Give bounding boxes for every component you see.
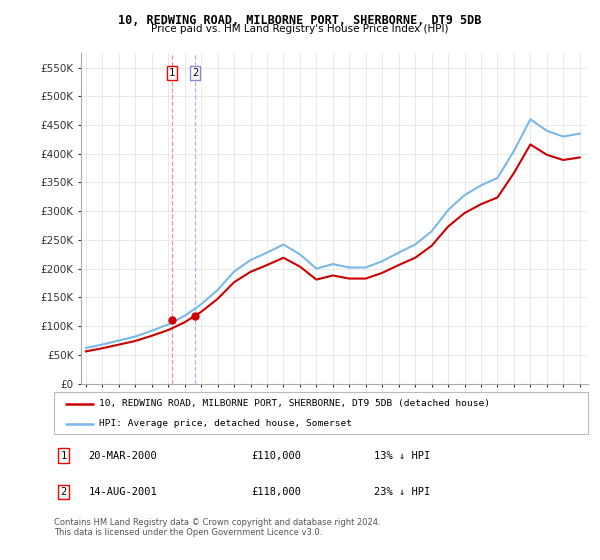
Text: 23% ↓ HPI: 23% ↓ HPI [374,487,431,497]
Text: 10, REDWING ROAD, MILBORNE PORT, SHERBORNE, DT9 5DB (detached house): 10, REDWING ROAD, MILBORNE PORT, SHERBOR… [100,399,490,408]
Text: 20-MAR-2000: 20-MAR-2000 [89,451,157,461]
Text: 2: 2 [192,68,198,78]
Text: 2: 2 [61,487,67,497]
Text: 10, REDWING ROAD, MILBORNE PORT, SHERBORNE, DT9 5DB: 10, REDWING ROAD, MILBORNE PORT, SHERBOR… [118,14,482,27]
Text: 1: 1 [61,451,67,461]
Text: 1: 1 [169,68,175,78]
Text: HPI: Average price, detached house, Somerset: HPI: Average price, detached house, Some… [100,419,352,428]
Text: Price paid vs. HM Land Registry's House Price Index (HPI): Price paid vs. HM Land Registry's House … [151,24,449,34]
Text: £118,000: £118,000 [251,487,302,497]
FancyBboxPatch shape [54,392,588,434]
Text: 14-AUG-2001: 14-AUG-2001 [89,487,157,497]
Text: Contains HM Land Registry data © Crown copyright and database right 2024.
This d: Contains HM Land Registry data © Crown c… [54,518,380,538]
Text: £110,000: £110,000 [251,451,302,461]
Text: 13% ↓ HPI: 13% ↓ HPI [374,451,431,461]
